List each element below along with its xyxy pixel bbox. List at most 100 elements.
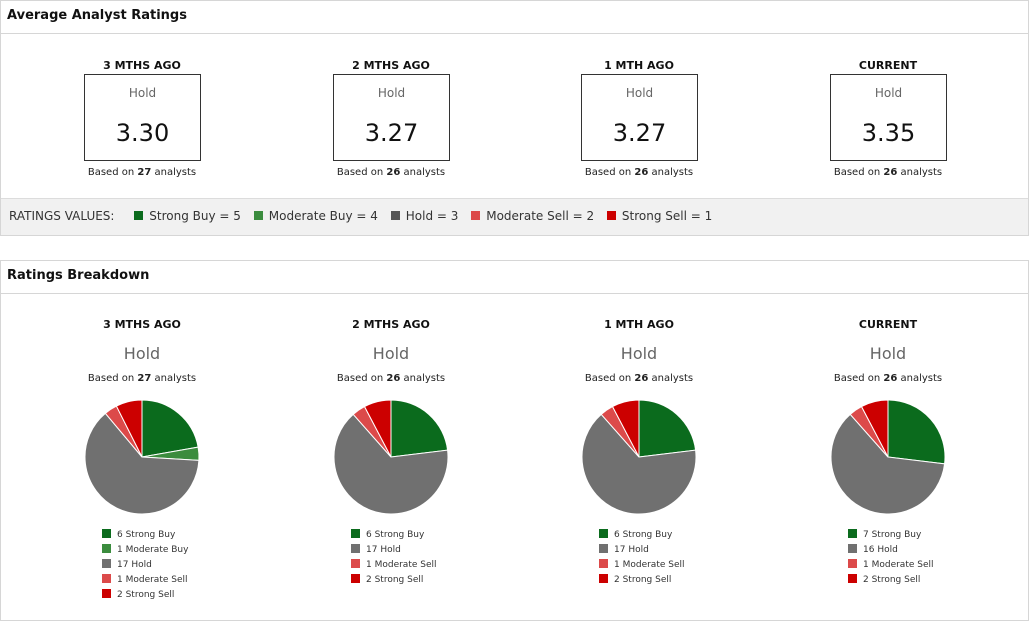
pie-slice-strong-sell[interactable]: [860, 399, 889, 458]
legend-item: 2 Strong Sell: [351, 574, 437, 589]
legend-item: 16 Hold: [848, 544, 934, 559]
legend-swatch-icon: [102, 529, 111, 538]
based-prefix: Based on: [87, 167, 135, 178]
ratings-breakdown-title: Ratings Breakdown: [1, 261, 1028, 294]
legend-label: 7 Strong Buy: [863, 530, 922, 540]
legend-label: 1 Moderate Sell: [117, 575, 188, 585]
pie-title: 1 MTH AGO: [604, 318, 674, 331]
pie-slice-strong-sell[interactable]: [611, 399, 640, 458]
pie-slice-strong-buy[interactable]: [887, 399, 946, 465]
pie-slice-hold[interactable]: [830, 413, 946, 515]
pie-slice-strong-buy[interactable]: [638, 399, 697, 458]
based-suffix: analysts: [400, 373, 446, 384]
analyst-number: 26: [634, 373, 649, 384]
rating-card: Hold 3.30: [84, 74, 201, 161]
ratings-values-bar: RATINGS VALUES: Strong Buy = 5 Moderate …: [1, 198, 1028, 235]
based-prefix: Based on: [584, 373, 635, 384]
analyst-count: Based on 26 analysts: [291, 167, 491, 178]
pie-chart: [333, 399, 449, 515]
rating-word: Hold: [377, 86, 406, 100]
legend-item: 17 Hold: [351, 544, 437, 559]
rating-value-strong-sell: Strong Sell = 1: [606, 209, 713, 223]
swatch-icon: [471, 211, 481, 220]
swatch-icon: [134, 211, 144, 220]
pie-chart: [84, 399, 200, 515]
legend-item: 2 Strong Sell: [848, 574, 934, 589]
average-ratings-title: Average Analyst Ratings: [1, 1, 1028, 34]
rating-value-text: Hold = 3: [405, 209, 459, 223]
pie-slice-strong-buy[interactable]: [141, 399, 199, 458]
based-suffix: analysts: [151, 373, 197, 384]
based-suffix: analysts: [897, 373, 943, 384]
legend-item: 6 Strong Buy: [102, 529, 188, 544]
rating-card: Hold 3.35: [830, 74, 947, 161]
pie-slice-strong-sell[interactable]: [363, 399, 392, 458]
pie-legend: 7 Strong Buy 16 Hold 1 Moderate Sell 2 Stro…: [848, 529, 934, 589]
pie-legend: 6 Strong Buy 17 Hold 1 Moderate Sell 2 Stro…: [351, 529, 437, 589]
legend-swatch-icon: [599, 544, 608, 553]
pie-title: 3 MTHS AGO: [103, 318, 181, 331]
pie-rating-word: Hold: [620, 344, 658, 363]
based-prefix: Based on: [336, 167, 384, 178]
legend-item: 1 Moderate Sell: [102, 574, 188, 589]
ratings-breakdown-panel: Ratings Breakdown 3 MTHS AGO Hold Based on…: [0, 260, 1029, 621]
legend-item: 17 Hold: [102, 559, 188, 574]
based-suffix: analysts: [900, 167, 943, 178]
legend-label: 1 Moderate Sell: [614, 560, 685, 570]
based-suffix: analysts: [651, 167, 694, 178]
analyst-number: 26: [883, 373, 898, 384]
legend-label: 2 Strong Sell: [366, 575, 424, 585]
swatch-icon: [390, 211, 400, 220]
legend-swatch-icon: [848, 559, 857, 568]
legend-swatch-icon: [351, 559, 360, 568]
analyst-count: Based on 26 analysts: [788, 167, 988, 178]
period-title: CURRENT: [858, 59, 918, 72]
rating-value: 3.27: [612, 119, 667, 147]
rating-word: Hold: [128, 86, 157, 100]
pie-slice-strong-sell[interactable]: [115, 399, 143, 458]
period-title: 3 MTHS AGO: [103, 59, 181, 72]
legend-label: 1 Moderate Sell: [366, 560, 437, 570]
pie-slice-hold[interactable]: [581, 413, 697, 515]
legend-label: 2 Strong Sell: [117, 590, 175, 600]
period-title: 2 MTHS AGO: [352, 59, 430, 72]
legend-item: 1 Moderate Buy: [102, 544, 188, 559]
swatch-icon: [606, 211, 616, 220]
ratings-values-label: RATINGS VALUES:: [9, 209, 115, 223]
analyst-count: Based on 27 analysts: [42, 373, 242, 384]
rating-value: 3.35: [861, 119, 916, 147]
legend-label: 2 Strong Sell: [614, 575, 672, 585]
rating-value-text: Moderate Buy = 4: [268, 209, 378, 223]
legend-item: 1 Moderate Sell: [848, 559, 934, 574]
analyst-number: 26: [883, 167, 898, 178]
based-prefix: Based on: [584, 167, 632, 178]
legend-label: 6 Strong Buy: [117, 530, 176, 540]
analyst-number: 26: [634, 167, 649, 178]
rating-value-text: Strong Sell = 1: [621, 209, 713, 223]
legend-swatch-icon: [848, 529, 857, 538]
legend-item: 6 Strong Buy: [599, 529, 685, 544]
legend-item: 7 Strong Buy: [848, 529, 934, 544]
legend-swatch-icon: [102, 544, 111, 553]
legend-label: 17 Hold: [366, 545, 401, 555]
analyst-count: Based on 26 analysts: [539, 167, 739, 178]
pie-slice-strong-buy[interactable]: [390, 399, 449, 458]
legend-label: 16 Hold: [863, 545, 898, 555]
analyst-count: Based on 26 analysts: [291, 373, 491, 384]
rating-value-text: Strong Buy = 5: [149, 209, 241, 223]
pie-chart: [830, 399, 946, 515]
legend-swatch-icon: [848, 544, 857, 553]
rating-value-text: Moderate Sell = 2: [486, 209, 595, 223]
pie-slice-hold[interactable]: [84, 412, 200, 515]
pie-slice-hold[interactable]: [333, 413, 449, 515]
legend-swatch-icon: [599, 529, 608, 538]
analyst-count: Based on 27 analysts: [42, 167, 242, 178]
legend-label: 1 Moderate Sell: [863, 560, 934, 570]
rating-value-moderate-sell: Moderate Sell = 2: [471, 209, 594, 223]
legend-item: 1 Moderate Sell: [351, 559, 437, 574]
analyst-number: 27: [137, 373, 152, 384]
rating-value: 3.30: [115, 119, 170, 147]
legend-label: 6 Strong Buy: [366, 530, 425, 540]
pie-rating-word: Hold: [869, 344, 907, 363]
analyst-number: 26: [386, 167, 401, 178]
